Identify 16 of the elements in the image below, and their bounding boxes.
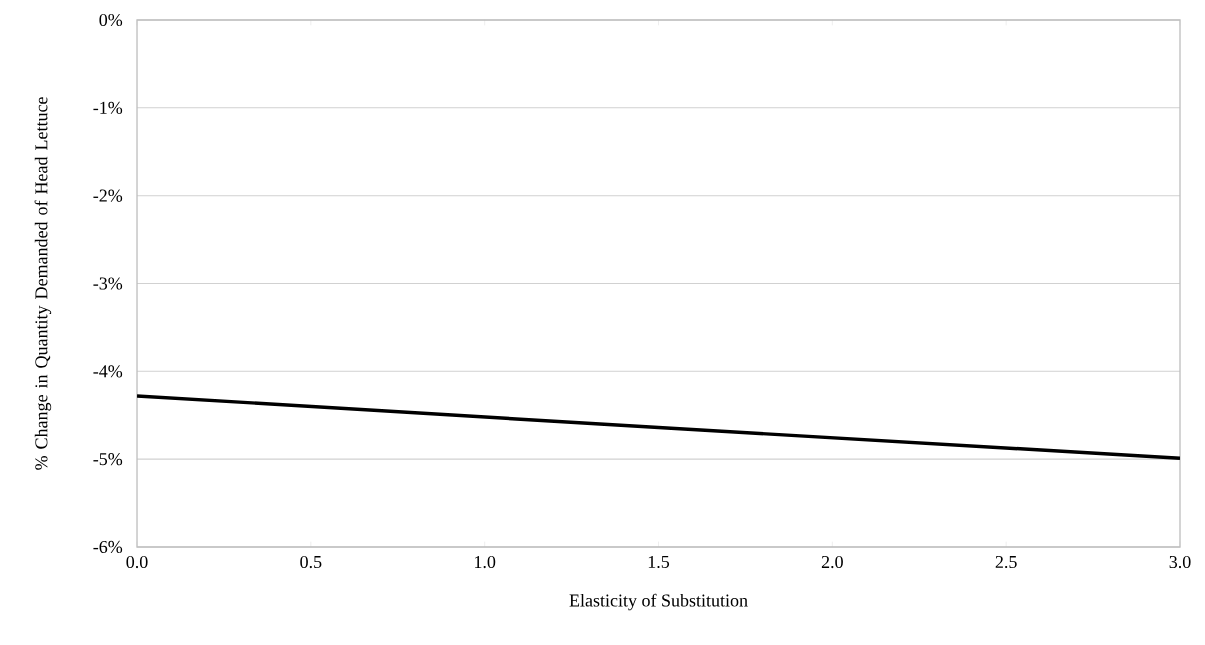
x-axis-title: Elasticity of Substitution [569,593,748,611]
x-tick-label: 1.0 [475,555,496,569]
y-tick-label: -2% [93,189,123,202]
y-tick-label: -6% [93,540,123,554]
x-tick-label: 3.0 [1169,555,1191,569]
x-tick-label: 2.0 [821,555,843,569]
y-tick-label: -3% [93,277,123,290]
x-tick-label: 0.5 [300,555,322,569]
y-tick-label: 0% [99,13,123,27]
x-tick-label: 0.0 [126,555,148,569]
y-axis-title: % Change in Quantity Demanded of Head Lettuce [34,97,52,470]
y-tick-label: -1% [93,101,123,114]
x-tick-label: 1.5 [648,555,670,569]
y-tick-label: -5% [93,453,123,466]
x-tick-label: 2.5 [995,555,1017,569]
y-tick-label: -4% [93,365,123,378]
